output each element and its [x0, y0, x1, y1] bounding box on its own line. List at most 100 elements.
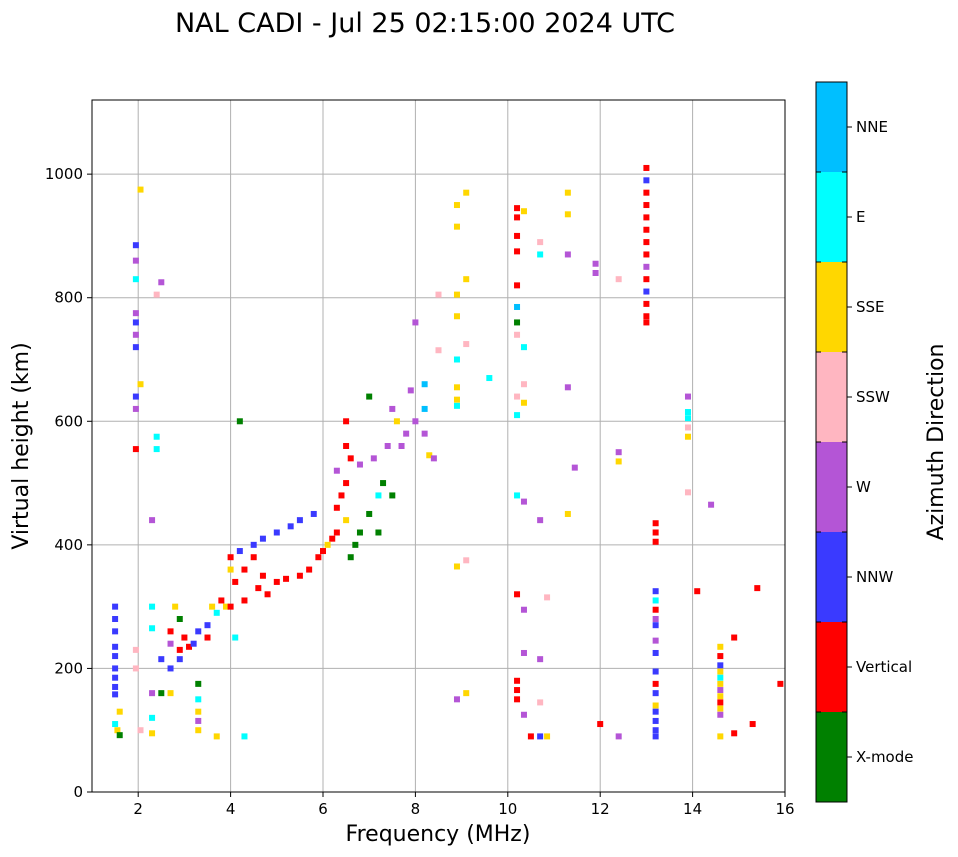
- plot-frame: [91, 99, 786, 793]
- echo-point: [717, 662, 724, 669]
- echo-point: [652, 690, 659, 697]
- echo-point: [241, 733, 248, 740]
- echo-point: [652, 520, 659, 527]
- echo-point: [132, 257, 139, 264]
- echo-point: [652, 733, 659, 740]
- echo-point: [520, 344, 527, 351]
- echo-point: [564, 384, 571, 391]
- echo-point: [236, 418, 243, 425]
- echo-point: [366, 510, 373, 517]
- echo-point: [112, 603, 119, 610]
- echo-point: [514, 696, 521, 703]
- echo-point: [564, 251, 571, 258]
- echo-point: [643, 214, 650, 221]
- echo-point: [176, 656, 183, 663]
- echo-point: [537, 251, 544, 258]
- echo-point: [684, 433, 691, 440]
- echo-point: [213, 733, 220, 740]
- echo-point: [684, 393, 691, 400]
- echo-point: [204, 622, 211, 629]
- echo-point: [343, 443, 350, 449]
- echo-point: [398, 443, 405, 449]
- echo-point: [255, 585, 262, 592]
- echo-point: [615, 458, 622, 465]
- echo-point: [137, 381, 144, 388]
- echo-point: [181, 634, 188, 641]
- echo-point: [731, 730, 738, 737]
- echo-point: [149, 625, 156, 632]
- colorbar-tick-label: X-mode: [856, 748, 913, 766]
- echo-point: [520, 606, 527, 613]
- echo-point: [287, 523, 294, 530]
- x-tick-label: 6: [318, 800, 328, 818]
- echo-point: [463, 341, 470, 348]
- echo-point: [717, 687, 724, 694]
- x-tick-label: 12: [591, 800, 610, 818]
- echo-point: [643, 251, 650, 258]
- echo-point: [652, 597, 659, 604]
- echo-point: [132, 446, 139, 453]
- echo-point: [537, 733, 544, 740]
- echo-point: [652, 717, 659, 724]
- echo-point: [112, 643, 119, 650]
- echo-point: [717, 733, 724, 740]
- echo-point: [708, 501, 715, 508]
- echo-point: [329, 535, 336, 542]
- colorbar-segment: [816, 442, 847, 532]
- x-tick-label: 8: [411, 800, 421, 818]
- data-points: [112, 164, 784, 740]
- echo-point: [343, 517, 350, 524]
- echo-point: [643, 177, 650, 184]
- y-axis-label: Virtual height (km): [9, 342, 34, 549]
- echo-point: [777, 680, 784, 687]
- echo-point: [412, 319, 419, 326]
- colorbar: X-mode Vertical NNW W SSW SSE E NNE: [815, 81, 913, 803]
- echo-point: [116, 708, 123, 715]
- echo-point: [643, 288, 650, 295]
- x-tick-label: 10: [498, 800, 517, 818]
- echo-point: [571, 464, 578, 471]
- echo-point: [615, 276, 622, 283]
- echo-point: [643, 313, 650, 320]
- echo-point: [250, 554, 257, 561]
- echo-point: [717, 674, 724, 681]
- echo-point: [652, 529, 659, 536]
- echo-point: [137, 727, 144, 734]
- echo-point: [227, 554, 234, 561]
- echo-point: [343, 418, 350, 425]
- colorbar-tick-label: SSW: [856, 388, 890, 406]
- echo-point: [514, 412, 521, 419]
- echo-point: [592, 260, 599, 267]
- echo-point: [463, 189, 470, 196]
- echo-point: [421, 381, 428, 388]
- echo-point: [717, 711, 724, 718]
- colorbar-tick-label: Vertical: [856, 658, 912, 676]
- echo-point: [453, 563, 460, 570]
- echo-point: [112, 674, 119, 681]
- echo-point: [564, 189, 571, 196]
- echo-point: [186, 643, 193, 650]
- echo-point: [213, 609, 220, 616]
- echo-point: [421, 430, 428, 437]
- echo-point: [112, 628, 119, 635]
- echo-point: [137, 186, 144, 193]
- echo-point: [717, 693, 724, 700]
- echo-point: [167, 690, 174, 697]
- echo-point: [315, 554, 322, 561]
- echo-point: [375, 492, 382, 499]
- echo-point: [132, 393, 139, 400]
- echo-point: [366, 393, 373, 400]
- echo-point: [652, 708, 659, 715]
- echo-point: [749, 721, 756, 728]
- echo-point: [717, 668, 724, 675]
- echo-point: [333, 529, 340, 536]
- echo-point: [615, 449, 622, 456]
- colorbar-tick-label: W: [856, 478, 871, 496]
- echo-point: [435, 347, 442, 354]
- echo-point: [564, 211, 571, 218]
- echo-point: [520, 208, 527, 215]
- echo-point: [112, 616, 119, 622]
- echo-point: [684, 424, 691, 431]
- echo-point: [195, 696, 202, 703]
